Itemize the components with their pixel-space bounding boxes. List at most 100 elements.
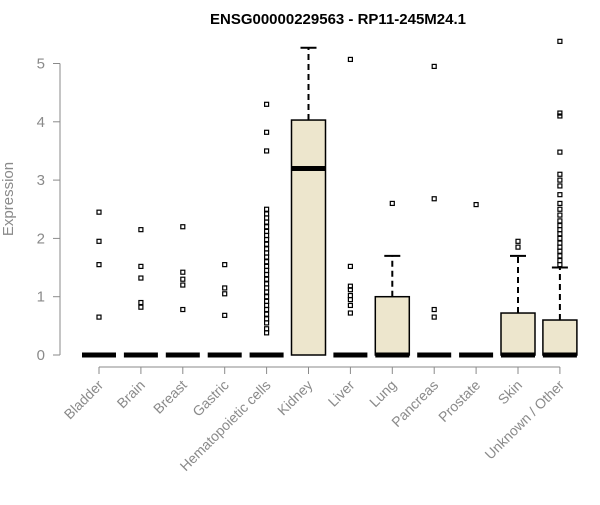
outlier-point	[557, 222, 563, 229]
outlier-point	[264, 263, 270, 269]
outlier-point	[557, 183, 563, 189]
outlier-point	[264, 129, 270, 135]
box-brain	[123, 227, 158, 358]
outlier-point	[557, 257, 563, 264]
outlier-point	[473, 201, 479, 208]
box-gastric	[207, 262, 242, 358]
outlier-point	[264, 101, 270, 107]
outlier-point	[347, 302, 353, 309]
y-tick-label: 4	[37, 114, 45, 131]
x-tick-label: Liver	[325, 377, 358, 410]
outlier-point	[347, 283, 353, 289]
outlier-point	[138, 299, 144, 306]
outlier-point	[264, 246, 270, 252]
outlier-point	[347, 56, 353, 63]
outlier-point	[264, 276, 270, 282]
outlier-point	[180, 282, 186, 288]
box-kidney	[290, 46, 327, 356]
outlier-point	[557, 231, 563, 237]
outlier-point	[138, 263, 144, 269]
outlier-point	[264, 289, 270, 295]
x-tick-label: Pancreas	[388, 377, 441, 430]
outlier-point	[180, 306, 186, 313]
outlier-point	[557, 227, 563, 233]
outlier-point	[264, 224, 270, 230]
outlier-point	[515, 238, 521, 244]
outlier-point	[264, 250, 270, 256]
outlier-point	[264, 316, 270, 322]
x-tick-label: Prostate	[435, 377, 483, 425]
outlier-point	[264, 285, 270, 291]
outlier-point	[557, 38, 563, 44]
box-lung	[374, 200, 411, 358]
outlier-point	[264, 219, 270, 225]
outlier-point	[347, 310, 353, 316]
outlier-point	[264, 148, 270, 154]
outlier-point	[557, 240, 563, 246]
outlier-point	[264, 271, 270, 278]
outlier-point	[557, 200, 563, 207]
box-skin	[500, 238, 536, 358]
y-axis-label: Expression	[0, 162, 17, 236]
outlier-point	[431, 196, 437, 202]
x-tick-label: Lung	[366, 377, 399, 410]
outlier-point	[264, 320, 270, 326]
outlier-point	[557, 218, 563, 224]
x-tick-label: Brain	[114, 377, 148, 411]
outlier-point	[264, 259, 270, 265]
box-prostate	[459, 201, 494, 358]
outlier-point	[431, 63, 437, 70]
outlier-point	[264, 306, 270, 313]
y-tick-label: 3	[37, 172, 45, 189]
outlier-point	[557, 110, 563, 116]
outlier-point	[264, 241, 270, 247]
outlier-point	[347, 263, 353, 269]
outlier-point	[557, 113, 563, 119]
outlier-point	[389, 200, 395, 207]
outlier-point	[557, 177, 563, 183]
outlier-point	[557, 149, 563, 155]
outlier-point	[138, 304, 144, 310]
outlier-point	[557, 171, 563, 177]
outlier-point	[557, 262, 563, 268]
y-tick-label: 0	[37, 347, 45, 364]
box-unknown-other	[542, 38, 578, 358]
outlier-point	[264, 254, 270, 260]
box-body	[374, 295, 411, 356]
outlier-point	[347, 297, 353, 303]
outlier-point	[222, 291, 228, 297]
box-body	[500, 312, 536, 356]
y-axis: 0 1 2 3 4 5	[37, 56, 61, 364]
outlier-point	[264, 294, 270, 300]
box-bladder	[82, 209, 116, 358]
outlier-point	[264, 298, 270, 304]
y-tick-label: 5	[37, 56, 45, 73]
box-hematopoietic-cells	[249, 101, 284, 358]
box-body	[542, 319, 578, 356]
outlier-point	[264, 228, 270, 235]
outlier-point	[431, 314, 437, 320]
outlier-point	[180, 276, 186, 282]
outlier-point	[264, 326, 270, 332]
outlier-point	[138, 227, 144, 233]
box-breast	[165, 224, 200, 358]
outlier-point	[96, 314, 102, 320]
outlier-point	[264, 302, 270, 309]
boxes-group	[82, 38, 578, 358]
outlier-point	[180, 269, 186, 275]
outlier-point	[264, 281, 270, 287]
outlier-point	[557, 244, 563, 250]
outlier-point	[557, 212, 563, 218]
outlier-point	[557, 192, 563, 198]
chart-title: ENSG00000229563 - RP11-245M24.1	[210, 11, 466, 28]
outlier-point	[264, 232, 270, 239]
y-tick-label: 2	[37, 230, 45, 247]
y-tick-label: 1	[37, 289, 45, 306]
x-tick-label: Kidney	[274, 377, 316, 419]
outlier-point	[515, 244, 521, 250]
outlier-point	[264, 215, 270, 221]
outlier-point	[264, 211, 270, 217]
outlier-point	[557, 248, 563, 254]
